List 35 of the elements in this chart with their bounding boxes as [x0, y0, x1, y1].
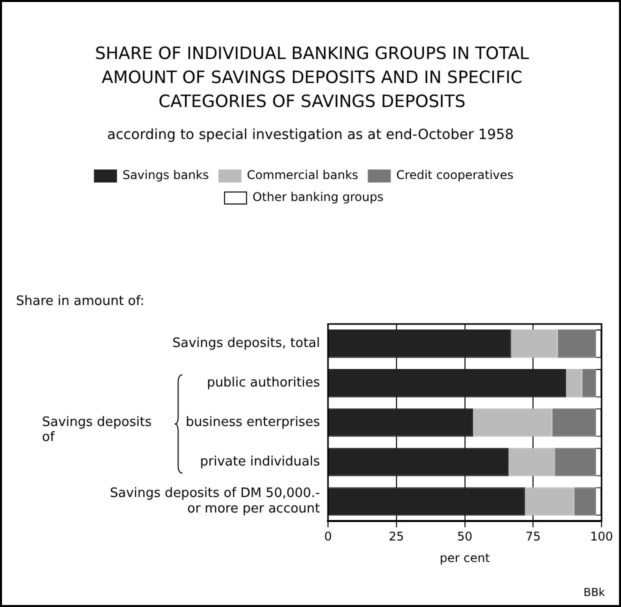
y-tick-label: Savings deposits of DM 50,000.- or more per account [110, 486, 320, 517]
x-tick-label: 25 [388, 530, 404, 544]
bar [328, 487, 525, 516]
bar [328, 330, 512, 358]
x-tick-label: 50 [457, 530, 472, 544]
x-tick-label: 100 [590, 530, 613, 544]
text: Share in amount of: [16, 294, 144, 309]
y-tick-label: Savings deposits, total [172, 336, 320, 352]
y-tick-label: public authorities [206, 376, 320, 391]
bar [552, 408, 596, 437]
bar [555, 448, 596, 476]
bar [508, 448, 556, 476]
y-tick-label: business enterprises [186, 414, 320, 430]
x-axis-title: per cent [440, 550, 490, 565]
x-tick-label: 75 [526, 530, 541, 544]
legend-label: Savings banks [122, 168, 209, 182]
chart-title: SHARE OF INDIVIDUAL BANKING GROUPS IN TOTAL AMOUNT OF SAVINGS DEPOSITS AND IN SPECIFIC CATEGORIES OF SAVINGS DEPOSITS [94, 43, 530, 114]
bar [328, 448, 509, 476]
bar [566, 368, 582, 398]
x-tick-label: 0 [324, 530, 332, 544]
legend-label: Credit cooperatives [396, 168, 514, 182]
y-tick-label: private individuals [200, 454, 320, 470]
bar [558, 330, 596, 358]
bar [574, 487, 596, 516]
bar [328, 368, 566, 398]
text: Savings deposits of [42, 415, 152, 445]
chart-subtitle: according to special investigation as at end-October 1958 [106, 127, 515, 143]
bar [472, 408, 552, 437]
text: BBk [584, 586, 605, 599]
bar [524, 487, 574, 516]
bar [511, 330, 558, 358]
legend-label: Commercial banks [246, 168, 358, 182]
legend-label: Other banking groups [252, 190, 384, 204]
bar [582, 368, 596, 398]
bar [328, 408, 473, 437]
